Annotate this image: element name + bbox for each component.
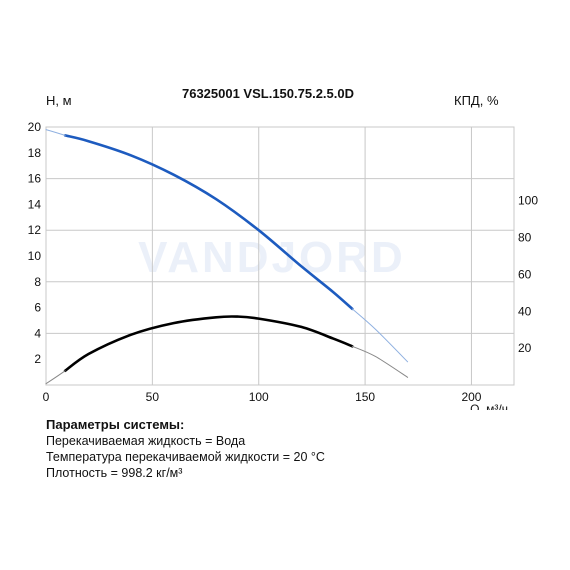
- y-tick-label-left: 20: [28, 120, 42, 134]
- y-tick-label-right: 40: [518, 304, 532, 318]
- y-tick-label-left: 4: [34, 326, 41, 340]
- tick-labels: 0 50 100 150 200 2 4 6 8 10 12 14 16 18 20 20 40 60 80 100: [28, 120, 539, 404]
- series-line-head_ext: [45, 129, 66, 136]
- y-tick-label-left: 18: [28, 146, 42, 160]
- pump-curve-chart: 76325001 VSL.150.75.2.5.0D H, м КПД, % Q…: [28, 86, 539, 410]
- y-tick-label-left: 12: [28, 223, 42, 237]
- grid: [45, 126, 515, 386]
- series: [45, 129, 409, 385]
- x-tick-label: 0: [43, 390, 50, 404]
- y-tick-label-left: 8: [34, 275, 41, 289]
- y-axis-left-label: H, м: [46, 93, 72, 108]
- y-tick-label-right: 20: [518, 341, 532, 355]
- y-tick-label-left: 10: [28, 249, 42, 263]
- y-tick-label-left: 6: [34, 301, 41, 315]
- x-tick-label: 100: [249, 390, 269, 404]
- param-line-temperature: Температура перекачиваемой жидкости = 20…: [46, 450, 325, 464]
- y-tick-label-right: 100: [518, 194, 538, 208]
- x-tick-label: 200: [461, 390, 481, 404]
- params-title: Параметры системы:: [46, 417, 185, 432]
- series-line-eff: [63, 315, 354, 373]
- system-parameters: Параметры системы: Перекачиваемая жидкос…: [46, 417, 546, 481]
- y-tick-label-left: 14: [28, 197, 42, 211]
- x-axis-label: Q, м³/ч: [470, 402, 508, 410]
- param-line-density: Плотность = 998.2 кг/м³: [46, 466, 183, 480]
- y-axis-right-label: КПД, %: [454, 93, 499, 108]
- series-line-head: [63, 134, 354, 311]
- x-tick-label: 50: [146, 390, 160, 404]
- param-line-fluid: Перекачиваемая жидкость = Вода: [46, 434, 246, 448]
- series-line-eff_ext: [351, 345, 409, 378]
- series-line-head_ext: [351, 308, 409, 363]
- series-line-eff_ext: [45, 370, 66, 385]
- chart-title: 76325001 VSL.150.75.2.5.0D: [182, 86, 354, 101]
- y-tick-label-left: 16: [28, 172, 42, 186]
- plot-frame: [45, 126, 515, 386]
- y-tick-label-right: 80: [518, 231, 532, 245]
- y-tick-label-left: 2: [34, 352, 41, 366]
- y-tick-label-right: 60: [518, 267, 532, 281]
- x-tick-label: 150: [355, 390, 375, 404]
